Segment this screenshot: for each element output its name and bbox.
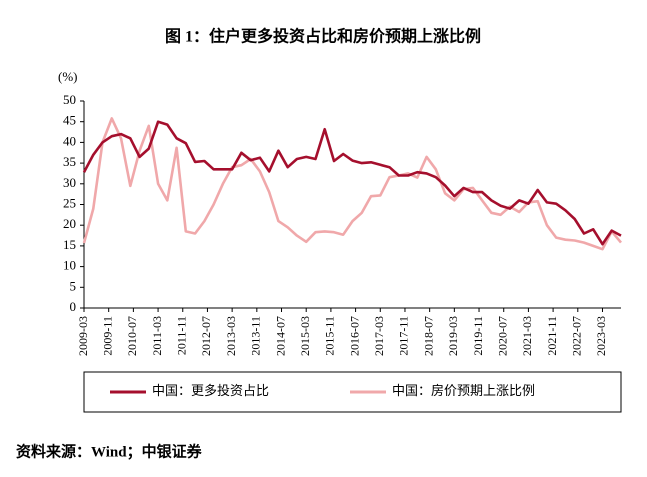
legend-box: [83, 371, 622, 413]
x-tick-label: 2016-07: [347, 316, 361, 356]
x-tick-label: 2012-07: [199, 316, 213, 356]
x-tick-label: 2022-07: [570, 316, 584, 356]
x-tick-label: 2015-03: [298, 316, 312, 356]
x-tick-label: 2020-07: [495, 316, 509, 356]
series-line: [82, 117, 623, 251]
x-tick-label: 2013-03: [224, 316, 238, 356]
series-line: [82, 120, 622, 246]
x-tick-label: 2021-03: [520, 316, 534, 356]
y-tick-label: 40: [63, 133, 76, 148]
x-tick-label: 2009-11: [100, 316, 114, 356]
y-tick-label: 5: [70, 278, 77, 293]
x-tick-label: 2019-11: [471, 316, 485, 356]
x-tick-label: 2019-03: [446, 316, 460, 356]
y-tick-label: 15: [63, 237, 76, 252]
x-tick-label: 2009-03: [76, 316, 90, 356]
x-tick-label: 2017-03: [372, 316, 386, 356]
y-tick-label: 50: [63, 92, 76, 107]
y-tick-label: 30: [63, 175, 76, 190]
x-tick-label: 2013-11: [249, 316, 263, 356]
source: 资料来源：Wind；中银证券: [16, 442, 203, 460]
x-tick-label: 2017-11: [397, 316, 411, 356]
y-tick-label: 20: [63, 216, 76, 231]
chart-title: 图 1：住户更多投资占比和房价预期上涨比例: [165, 27, 481, 46]
x-tick-label: 2010-07: [125, 316, 139, 356]
y-tick-label: 0: [70, 299, 77, 314]
y-unit: (%): [58, 69, 78, 84]
legend-label: 中国：房价预期上涨比例: [392, 383, 535, 398]
y-tick-label: 10: [63, 258, 76, 273]
x-tick-label: 2021-11: [545, 316, 559, 356]
x-tick-label: 2014-07: [273, 316, 287, 356]
x-tick-label: 2018-07: [421, 316, 435, 356]
x-tick-label: 2023-03: [594, 316, 608, 356]
x-tick-label: 2011-11: [175, 316, 189, 355]
x-tick-label: 2015-11: [323, 316, 337, 356]
y-tick-label: 45: [63, 113, 76, 128]
y-tick-label: 25: [63, 195, 76, 210]
x-tick-label: 2011-03: [150, 316, 164, 356]
y-tick-label: 35: [63, 154, 76, 169]
legend-label: 中国：更多投资占比: [152, 383, 269, 398]
